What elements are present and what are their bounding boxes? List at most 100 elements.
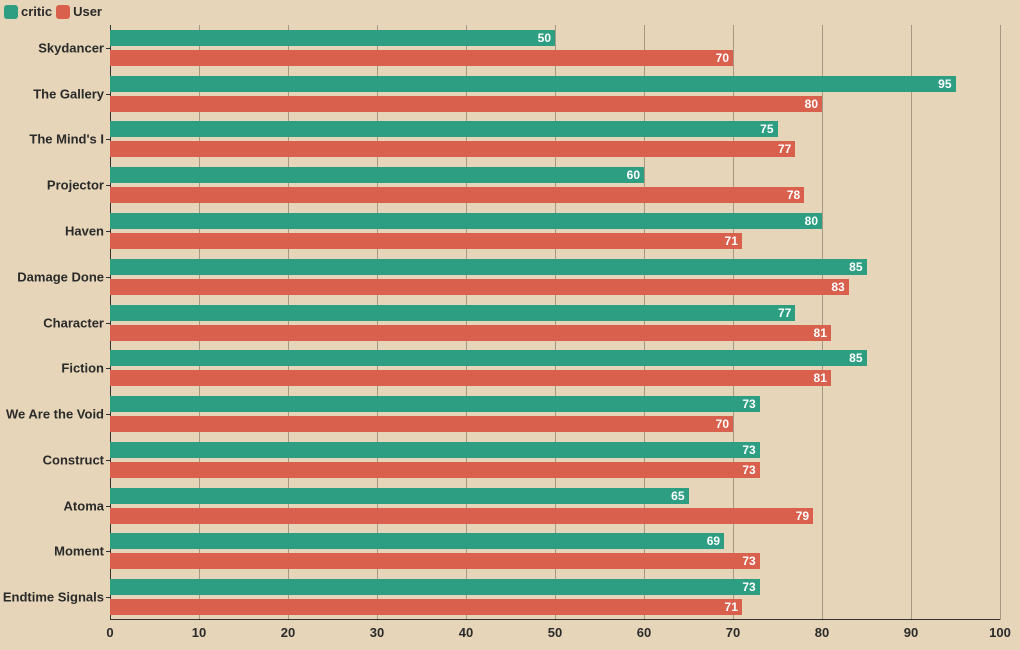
bar-critic: 95 xyxy=(110,76,956,92)
bar-user: 79 xyxy=(110,508,813,524)
legend-item-critic: critic xyxy=(4,4,52,19)
bar-value-label: 83 xyxy=(831,281,844,293)
bar-value-label: 70 xyxy=(716,52,729,64)
category-label: Moment xyxy=(0,544,104,559)
x-tick-label: 60 xyxy=(637,625,651,640)
ratings-chart: critic User 0102030405060708090100507095… xyxy=(0,0,1020,650)
bar-user: 73 xyxy=(110,462,760,478)
bar-value-label: 78 xyxy=(787,189,800,201)
bar-value-label: 73 xyxy=(742,581,755,593)
gridline xyxy=(199,25,200,620)
x-tick-label: 100 xyxy=(989,625,1011,640)
category-label: Character xyxy=(0,315,104,330)
legend: critic User xyxy=(4,4,102,19)
gridline xyxy=(911,25,912,620)
bar-value-label: 85 xyxy=(849,261,862,273)
bar-user: 70 xyxy=(110,416,733,432)
y-tick xyxy=(106,48,110,49)
bar-critic: 73 xyxy=(110,442,760,458)
y-axis xyxy=(110,25,111,620)
category-label: Fiction xyxy=(0,361,104,376)
x-tick-label: 10 xyxy=(192,625,206,640)
bar-user: 77 xyxy=(110,141,795,157)
plot-area: 0102030405060708090100507095807577607880… xyxy=(110,25,1000,620)
bar-value-label: 80 xyxy=(805,215,818,227)
y-tick xyxy=(106,597,110,598)
category-label: Skydancer xyxy=(0,40,104,55)
bar-critic: 73 xyxy=(110,396,760,412)
category-label: Haven xyxy=(0,223,104,238)
gridline xyxy=(1000,25,1001,620)
bar-user: 70 xyxy=(110,50,733,66)
category-label: The Mind's I xyxy=(0,132,104,147)
bar-critic: 69 xyxy=(110,533,724,549)
bar-critic: 75 xyxy=(110,121,778,137)
legend-swatch-critic xyxy=(4,5,18,19)
y-tick xyxy=(106,185,110,186)
category-label: Atoma xyxy=(0,498,104,513)
bar-user: 80 xyxy=(110,96,822,112)
gridline xyxy=(555,25,556,620)
bar-value-label: 73 xyxy=(742,555,755,567)
legend-label-critic: critic xyxy=(21,4,52,19)
x-tick-label: 50 xyxy=(548,625,562,640)
bar-critic: 65 xyxy=(110,488,689,504)
bar-value-label: 79 xyxy=(796,510,809,522)
x-tick-label: 70 xyxy=(726,625,740,640)
x-tick-label: 40 xyxy=(459,625,473,640)
x-tick-label: 80 xyxy=(815,625,829,640)
gridline xyxy=(822,25,823,620)
bar-critic: 80 xyxy=(110,213,822,229)
legend-label-user: User xyxy=(73,4,102,19)
category-label: Endtime Signals xyxy=(0,590,104,605)
bar-critic: 85 xyxy=(110,259,867,275)
bar-user: 71 xyxy=(110,233,742,249)
bar-value-label: 75 xyxy=(760,123,773,135)
bar-value-label: 71 xyxy=(725,601,738,613)
y-tick xyxy=(106,414,110,415)
gridline xyxy=(733,25,734,620)
y-tick xyxy=(106,139,110,140)
bar-critic: 73 xyxy=(110,579,760,595)
y-tick xyxy=(106,460,110,461)
bar-user: 78 xyxy=(110,187,804,203)
y-tick xyxy=(106,506,110,507)
y-tick xyxy=(106,94,110,95)
bar-user: 71 xyxy=(110,599,742,615)
y-tick xyxy=(106,231,110,232)
bar-user: 81 xyxy=(110,325,831,341)
gridline xyxy=(644,25,645,620)
x-tick-label: 0 xyxy=(106,625,113,640)
bar-value-label: 81 xyxy=(814,372,827,384)
bar-value-label: 71 xyxy=(725,235,738,247)
bar-value-label: 80 xyxy=(805,98,818,110)
category-label: The Gallery xyxy=(0,86,104,101)
legend-swatch-user xyxy=(56,5,70,19)
bar-value-label: 77 xyxy=(778,143,791,155)
bar-user: 83 xyxy=(110,279,849,295)
bar-user: 73 xyxy=(110,553,760,569)
y-tick xyxy=(106,277,110,278)
category-label: Damage Done xyxy=(0,269,104,284)
bar-value-label: 95 xyxy=(938,78,951,90)
bar-value-label: 73 xyxy=(742,464,755,476)
bar-critic: 50 xyxy=(110,30,555,46)
y-tick xyxy=(106,551,110,552)
x-tick-label: 90 xyxy=(904,625,918,640)
category-label: Construct xyxy=(0,452,104,467)
legend-item-user: User xyxy=(56,4,102,19)
x-tick-label: 20 xyxy=(281,625,295,640)
bar-value-label: 85 xyxy=(849,352,862,364)
bar-value-label: 70 xyxy=(716,418,729,430)
category-label: We Are the Void xyxy=(0,407,104,422)
bar-value-label: 81 xyxy=(814,327,827,339)
bar-value-label: 60 xyxy=(627,169,640,181)
category-label: Projector xyxy=(0,178,104,193)
bar-value-label: 69 xyxy=(707,535,720,547)
bar-user: 81 xyxy=(110,370,831,386)
bar-critic: 60 xyxy=(110,167,644,183)
y-tick xyxy=(106,368,110,369)
bar-value-label: 65 xyxy=(671,490,684,502)
bar-value-label: 77 xyxy=(778,307,791,319)
gridline xyxy=(466,25,467,620)
